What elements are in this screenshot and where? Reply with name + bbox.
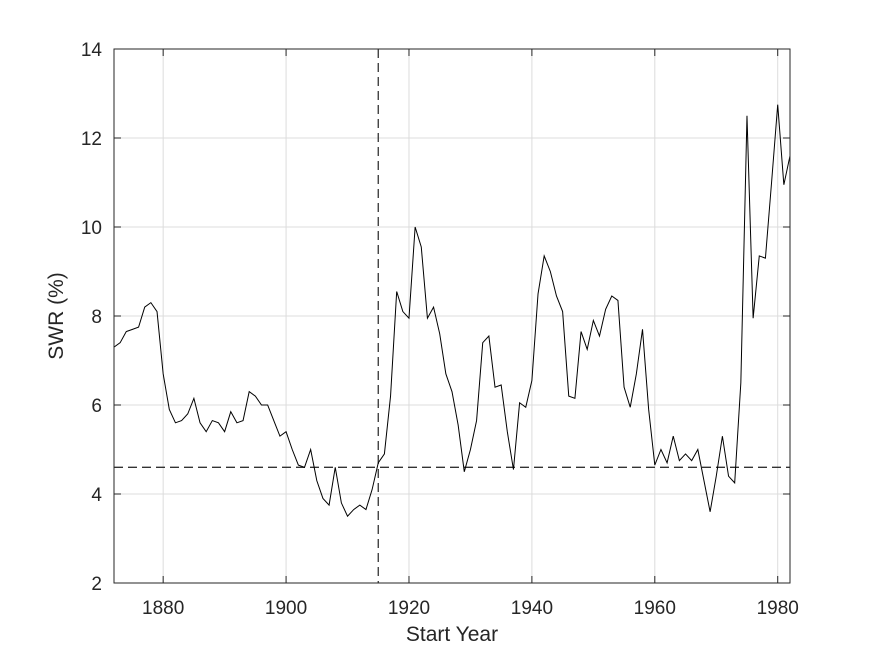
x-tick-label: 1880 [142, 598, 184, 619]
y-tick-label: 14 [81, 40, 103, 61]
swr-series-line [113, 104, 791, 518]
y-tick-label: 12 [81, 129, 102, 150]
y-tick-label: 2 [91, 574, 102, 595]
x-tick-label: 1980 [757, 598, 799, 619]
y-tick-label: 4 [91, 485, 102, 506]
y-tick-label: 10 [81, 218, 102, 239]
reference-lines [114, 49, 790, 583]
x-tick-label: 1900 [265, 598, 307, 619]
x-tick-label: 1940 [511, 598, 553, 619]
y-axis-label: SWR (%) [45, 272, 68, 360]
tick-labels: 1880 1900 1920 1940 1960 1980 2 4 6 8 10 12 14 [81, 40, 799, 619]
x-tick-label: 1920 [388, 598, 430, 619]
x-tick-label: 1960 [634, 598, 676, 619]
y-tick-label: 6 [91, 396, 102, 417]
x-axis-label: Start Year [406, 623, 498, 646]
y-tick-label: 8 [91, 307, 102, 328]
plot-border [113, 48, 791, 584]
